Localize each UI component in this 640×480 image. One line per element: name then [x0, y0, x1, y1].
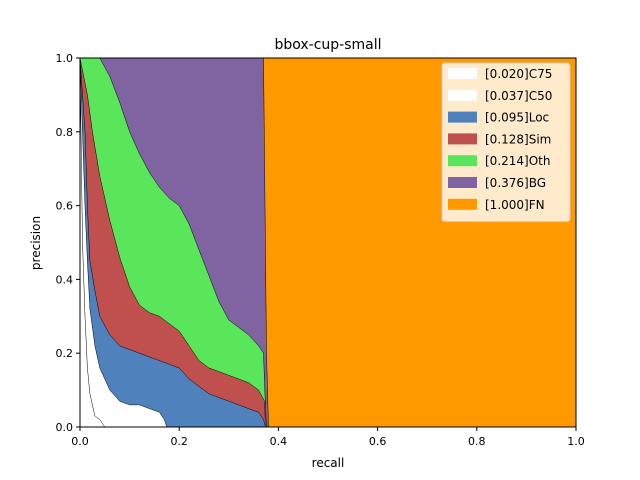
y-tick-label: 0.8: [56, 126, 74, 139]
x-tick-label: 0.8: [468, 435, 486, 448]
legend-swatch-1-000-fn: [448, 198, 477, 210]
area-0-128-sim: [79, 57, 266, 428]
y-axis-ticks: 0.0 0.2 0.4 0.6 0.8 1.0: [56, 52, 80, 434]
legend-label-1-000-fn: [1.000]FN: [485, 198, 545, 212]
x-tick-label: 1.0: [567, 435, 585, 448]
legend: [0.020]C75 [0.037]C50 [0.095]Loc [0.128]Sim…: [441, 62, 571, 223]
y-tick-label: 1.0: [56, 52, 74, 65]
legend-label-0-214-oth: [0.214]Oth: [485, 154, 550, 168]
legend-label-0-020-c75: [0.020]C75: [485, 67, 552, 81]
x-axis-label: recall: [312, 456, 345, 470]
plot-frame: [79, 57, 577, 428]
legend-label-0-128-sim: [0.128]Sim: [485, 132, 551, 146]
legend-swatch-0-128-sim: [448, 133, 477, 145]
legend-swatch-0-376-bg: [448, 177, 477, 188]
legend-swatch-0-095-loc: [448, 111, 477, 123]
x-axis-ticks: 0.0 0.2 0.4 0.6 0.8 1.0: [71, 427, 585, 448]
x-tick-label: 0.4: [270, 435, 288, 448]
x-tick-label: 0.6: [369, 435, 387, 448]
legend-label-0-037-c50: [0.037]C50: [485, 89, 552, 103]
legend-label-0-376-bg: [0.376]BG: [485, 176, 546, 190]
x-tick-label: 0.2: [170, 435, 188, 448]
y-tick-label: 0.6: [56, 200, 74, 213]
chart-title: bbox-cup-small: [274, 37, 381, 53]
legend-label-0-095-loc: [0.095]Loc: [485, 111, 549, 125]
y-tick-label: 0.4: [56, 273, 74, 286]
legend-swatch-0-020-c75: [448, 68, 477, 79]
x-tick-label: 0.0: [71, 435, 89, 448]
y-tick-label: 0.2: [56, 347, 74, 360]
legend-swatch-0-214-oth: [448, 155, 477, 167]
legend-swatch-0-037-c50: [448, 89, 477, 101]
y-axis-label: precision: [29, 216, 43, 270]
y-tick-label: 0.0: [56, 421, 74, 434]
